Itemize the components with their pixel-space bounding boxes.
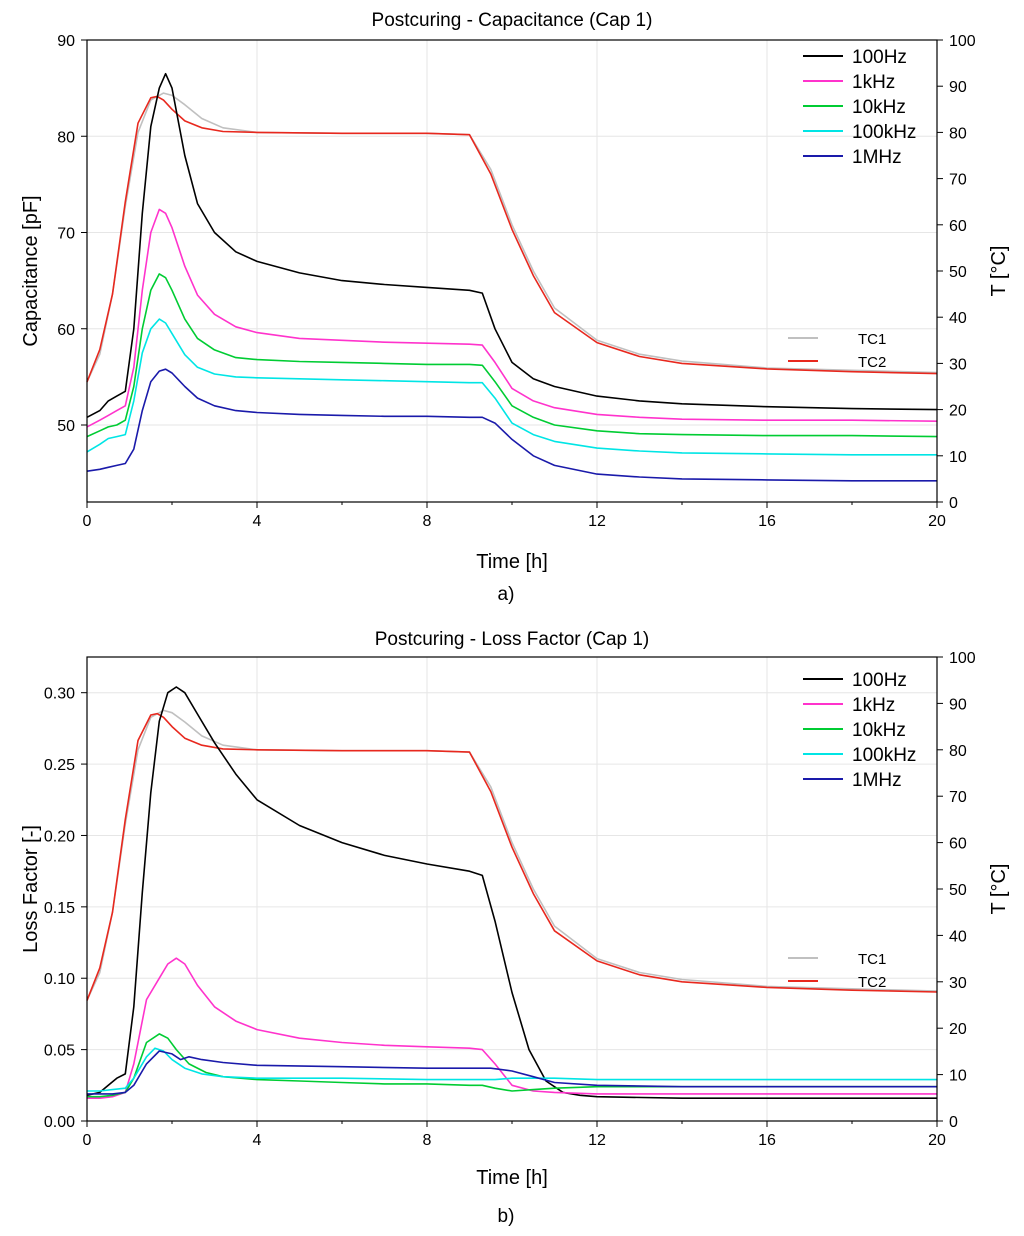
c1-ytick-label-0: 0.00 [44,1114,75,1131]
c1-y2tick-label-9: 90 [949,696,967,713]
c1-series-100khz-line [87,1047,937,1092]
c0-xtick-label-0: 0 [83,513,92,530]
c1-series-tc2-line [86,712,938,1001]
c0-series-100hz-line [86,72,938,419]
c0-series-10khz-line [86,273,938,438]
c1-ytick-label-4: 0.20 [44,828,75,845]
c1-legend-label-1khz: 1kHz [852,695,895,716]
c1-x-axis-label: Time [h] [476,1167,548,1189]
c0-x-axis-label: Time [h] [476,551,548,573]
c0-y2-axis-label: T [°C] [988,246,1010,297]
c1-xtick-label-0: 0 [83,1132,92,1149]
c1-y2tick-label-5: 50 [949,882,967,899]
c0-y2tick-label-4: 40 [949,310,967,327]
c1-y2tick-label-7: 70 [949,789,967,806]
c0-series-tc2-line [86,95,938,383]
c1-legend-label-100hz: 100Hz [852,670,907,691]
c0-y2tick-label-6: 60 [949,218,967,235]
c0-y2tick-label-0: 0 [949,495,958,512]
c1-series-1mhz-line [87,1050,937,1095]
c1-subfigure-label: b) [498,1206,515,1227]
c0-y2tick-label-2: 20 [949,403,967,420]
c0-chart-title: Postcuring - Capacitance (Cap 1) [372,10,653,31]
c0-y2tick-label-3: 30 [949,356,967,373]
c1-chart-title: Postcuring - Loss Factor (Cap 1) [375,629,650,650]
c1-xtick-label-1: 4 [253,1132,262,1149]
c0-y2tick-label-8: 80 [949,125,967,142]
c1-xtick-label-2: 8 [423,1132,432,1149]
c1-y2tick-label-10: 100 [949,650,976,667]
c0-xtick-label-4: 16 [758,513,776,530]
c0-y2tick-label-1: 10 [949,449,967,466]
c0-ytick-label-3: 80 [57,129,75,146]
c0-xtick-label-3: 12 [588,513,606,530]
c0-legend-label-10khz: 10kHz [852,97,906,118]
c0-ytick-label-4: 90 [57,33,75,50]
c1-legend-label-100khz: 100kHz [852,745,916,766]
c1-y2tick-label-1: 10 [949,1068,967,1085]
c0-ytick-label-1: 60 [57,322,75,339]
c0-xtick-label-1: 4 [253,513,262,530]
c0-legend-label-tc2: TC2 [858,354,886,371]
c0-legend-label-100hz: 100Hz [852,47,907,68]
c0-legend-label-100khz: 100kHz [852,122,916,143]
c0-xtick-label-2: 8 [423,513,432,530]
c0-series-1khz-line [86,208,938,428]
c0-y2tick-label-9: 90 [949,79,967,96]
c1-xtick-label-5: 20 [928,1132,946,1149]
c1-legend-label-1mhz: 1MHz [852,770,902,791]
c1-series-100hz-line [86,686,937,1099]
c1-ytick-label-1: 0.05 [44,1043,75,1060]
c0-legend-label-tc1: TC1 [858,331,886,348]
c0-series-100khz-line [86,318,937,456]
c0-legend-label-1khz: 1kHz [852,72,895,93]
c1-plot-frame [86,656,938,1122]
c1-y2-axis-label: T [°C] [988,864,1010,915]
c1-y-axis-label: Loss Factor [-] [20,825,42,953]
c0-xtick-label-5: 20 [928,513,946,530]
c0-y2tick-label-10: 100 [949,33,976,50]
c1-series-10khz-line [87,1033,937,1098]
c1-legend-label-10khz: 10kHz [852,720,906,741]
c1-y2tick-label-8: 80 [949,743,967,760]
c1-xtick-label-4: 16 [758,1132,776,1149]
c1-ytick-label-6: 0.30 [44,686,75,703]
c1-legend-label-tc1: TC1 [858,951,886,968]
c1-y2tick-label-4: 40 [949,928,967,945]
c1-y2tick-label-3: 30 [949,975,967,992]
c0-y2tick-label-7: 70 [949,172,967,189]
c1-y2tick-label-0: 0 [949,1114,958,1131]
c0-y2tick-label-5: 50 [949,264,967,281]
c1-ytick-label-3: 0.15 [44,900,75,917]
c0-ytick-label-2: 70 [57,226,75,243]
c0-series-1mhz-line [86,368,937,482]
c1-y2tick-label-2: 20 [949,1021,967,1038]
c0-ytick-label-0: 50 [57,418,75,435]
c1-legend-label-tc2: TC2 [858,974,886,991]
c0-subfigure-label: a) [498,584,515,605]
c1-xtick-label-3: 12 [588,1132,606,1149]
c1-ytick-label-2: 0.10 [44,971,75,988]
c0-legend-label-1mhz: 1MHz [852,147,902,168]
c1-series-1khz-line [87,957,937,1099]
c0-plot-frame [86,39,938,503]
c1-ytick-label-5: 0.25 [44,757,75,774]
c1-y2tick-label-6: 60 [949,836,967,853]
c0-y-axis-label: Capacitance [pF] [20,195,42,346]
